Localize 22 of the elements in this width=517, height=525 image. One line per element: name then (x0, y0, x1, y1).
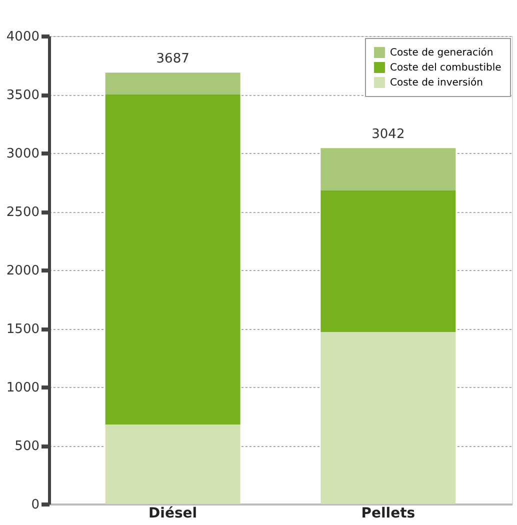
legend-label: Coste del combustible (390, 62, 502, 74)
legend-label: Coste de generación (390, 48, 494, 58)
y-tick-label: 3000 (6, 146, 40, 162)
total-label: 3687 (156, 52, 190, 67)
y-tick-label: 0 (31, 498, 40, 512)
y-tick-label: 1000 (6, 380, 40, 396)
y-tick-label: 2500 (6, 205, 40, 220)
y-tick-label: 1500 (6, 322, 40, 337)
y-tick-label: 4000 (6, 30, 40, 44)
bar (105, 72, 240, 94)
bar (105, 424, 240, 504)
bar (105, 94, 240, 424)
legend-label: Coste de inversión (390, 78, 483, 88)
total-label: 3042 (372, 127, 405, 142)
bar (320, 190, 456, 332)
x-tick-label: Diésel (148, 506, 198, 522)
bar (320, 148, 456, 190)
bar (320, 332, 456, 504)
y-tick-label: 3500 (6, 88, 40, 103)
x-tick-label: Pellets (361, 506, 416, 522)
y-tick-label: 2000 (6, 264, 40, 278)
y-tick-label: 500 (14, 439, 40, 454)
